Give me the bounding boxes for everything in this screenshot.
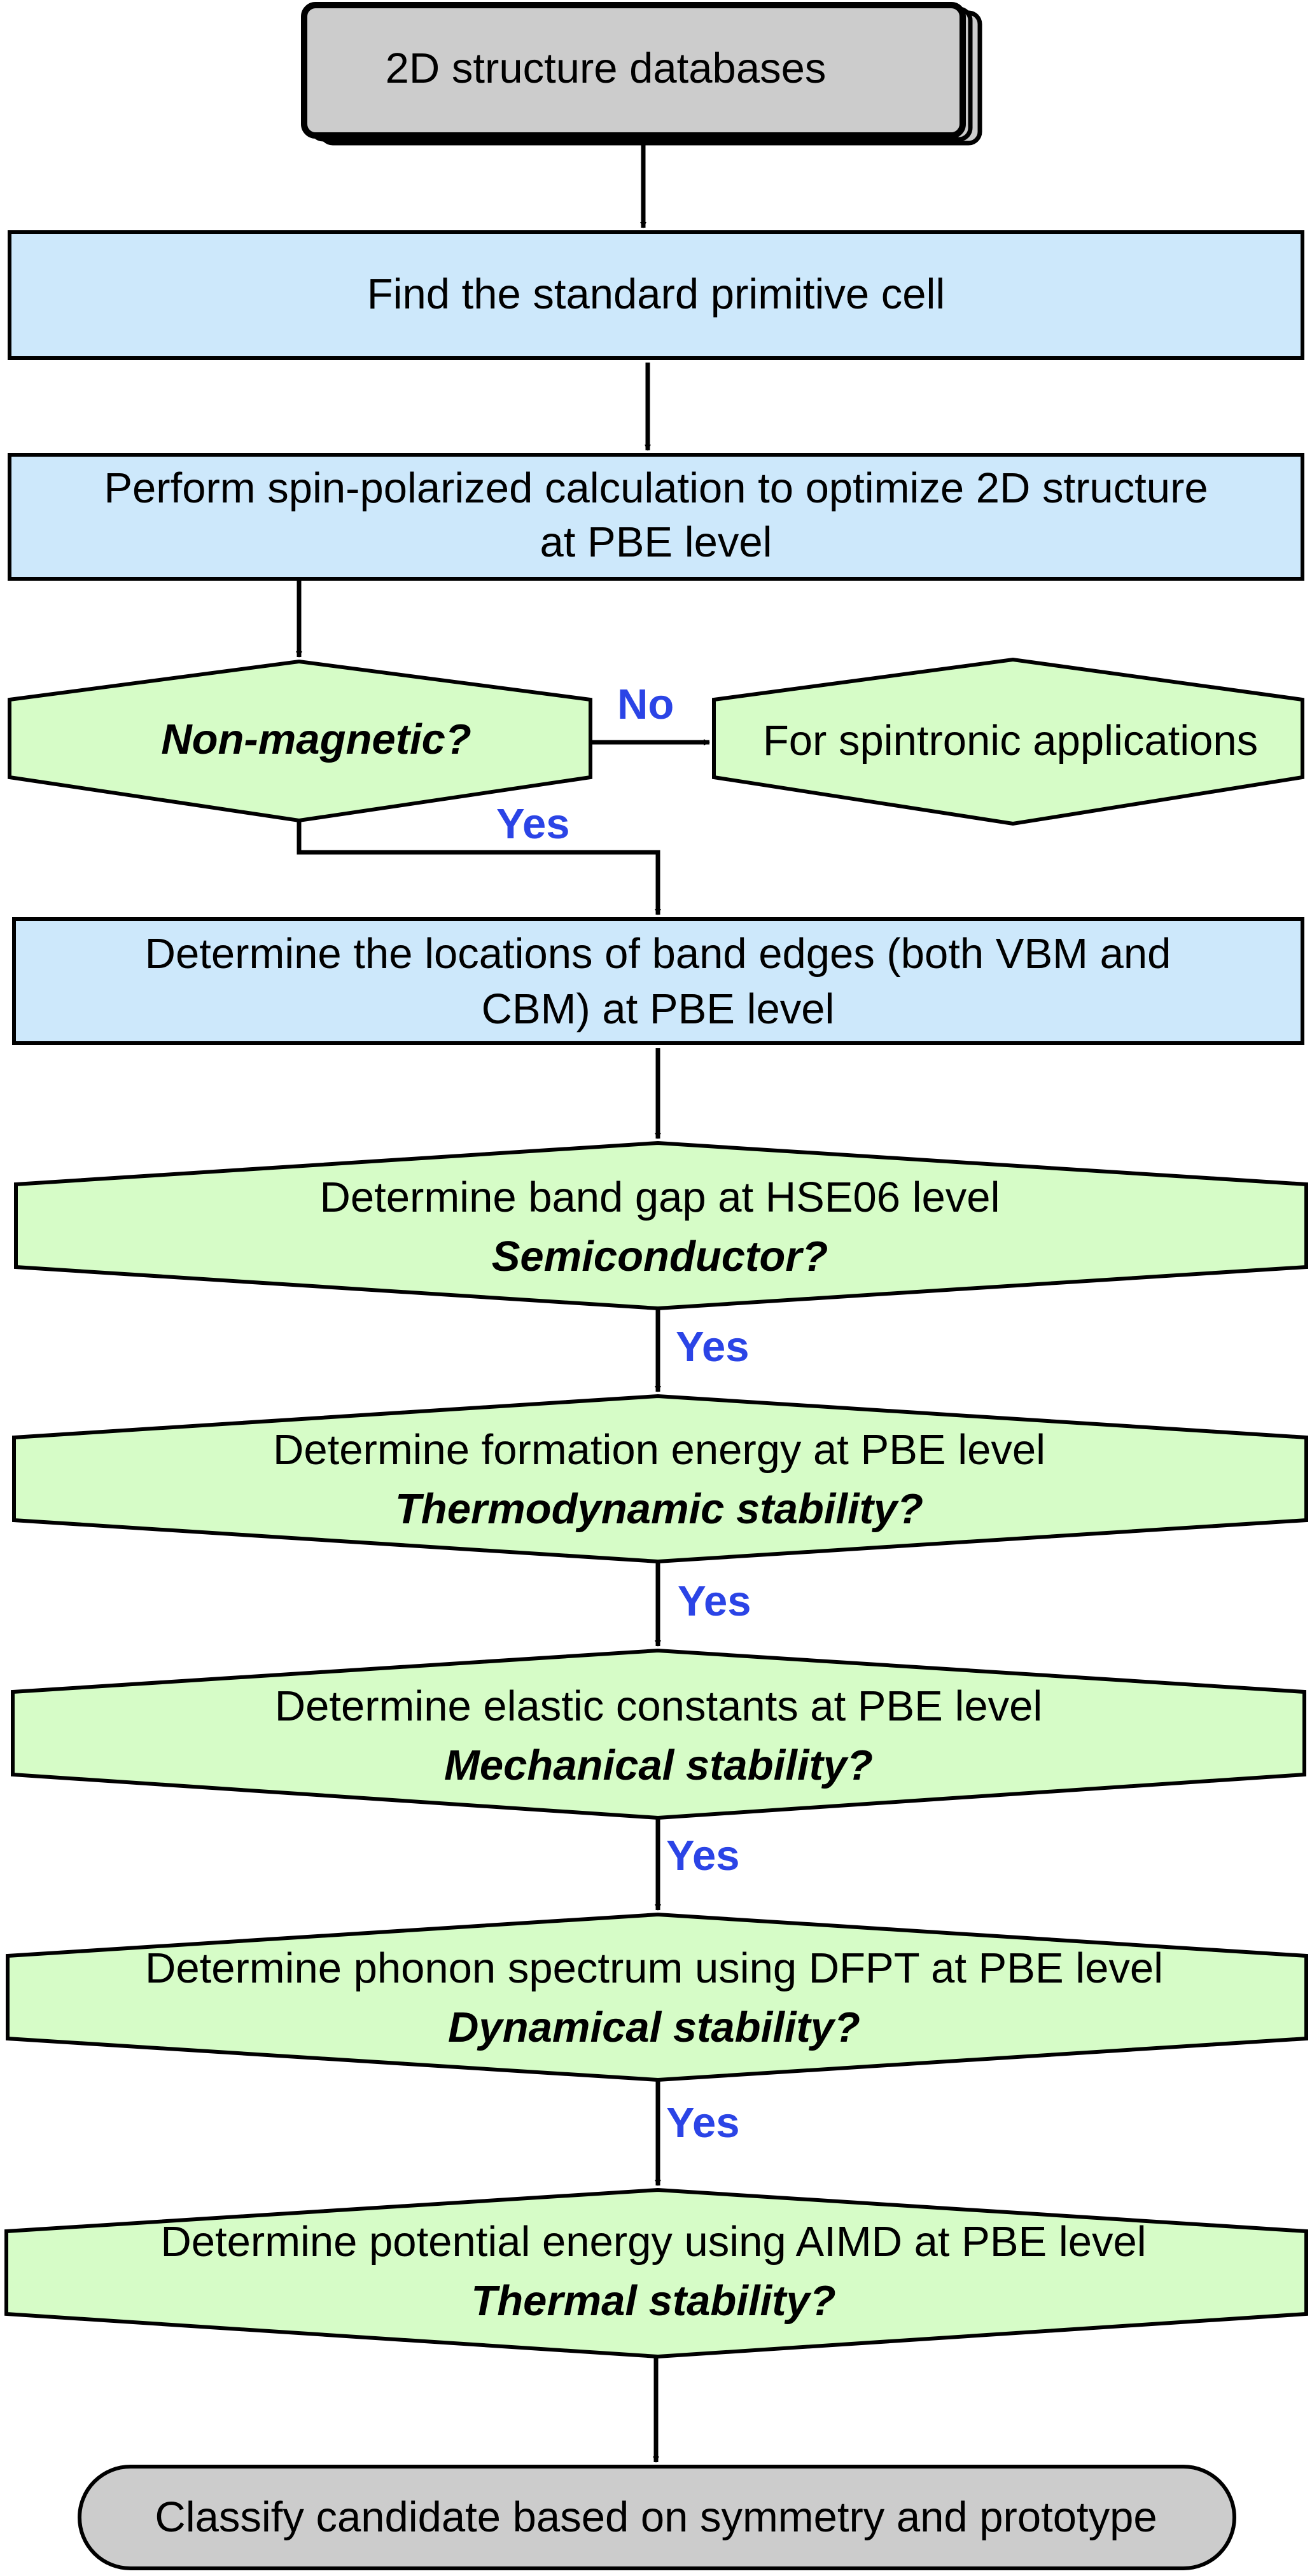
elastic-constants-hexagon — [11, 1648, 1306, 1820]
band-edges-line2: CBM) at PBE level — [482, 985, 835, 1033]
non-magnetic-question: Non-magnetic? — [161, 716, 471, 763]
databases-stack-front — [301, 2, 966, 139]
spin-polarized-line2: at PBE level — [540, 518, 772, 566]
formation-energy-hexagon — [12, 1394, 1308, 1564]
elastic-constants-question: Mechanical stability? — [444, 1742, 873, 1789]
edge-label-yes-magnetic: Yes — [496, 800, 570, 848]
node-spin-polarized: Perform spin-polarized calculation to op… — [8, 453, 1304, 581]
phonon-line1: Determine phonon spectrum using DFPT at … — [145, 1944, 1163, 1992]
node-non-magnetic: Non-magnetic? — [8, 659, 592, 823]
elastic-constants-line1: Determine elastic constants at PBE level — [275, 1682, 1043, 1730]
edge-nonmagnetic-to-band-edges — [297, 821, 661, 915]
band-edges-box — [12, 917, 1304, 1045]
band-edges-line1: Determine the locations of band edges (b… — [145, 930, 1171, 978]
formation-energy-question: Thermodynamic stability? — [395, 1485, 923, 1533]
node-elastic-constants: Determine elastic constants at PBE level… — [11, 1648, 1306, 1820]
node-potential-energy: Determine potential energy using AIMD at… — [4, 2187, 1308, 2359]
classify-box — [78, 2465, 1236, 2570]
band-gap-hexagon — [14, 1140, 1308, 1311]
node-band-edges: Determine the locations of band edges (b… — [12, 917, 1304, 1045]
spin-polarized-line1: Perform spin-polarized calculation to op… — [104, 464, 1208, 512]
edge-label-yes-semiconductor: Yes — [676, 1323, 750, 1371]
potential-energy-line1: Determine potential energy using AIMD at… — [160, 2218, 1146, 2266]
spin-polarized-box — [8, 453, 1304, 581]
spintronic-label: For spintronic applications — [763, 717, 1258, 765]
band-gap-line1: Determine band gap at HSE06 level — [320, 1174, 1000, 1221]
node-formation-energy: Determine formation energy at PBE level … — [12, 1394, 1308, 1564]
phonon-hexagon — [6, 1912, 1308, 2082]
databases-label: 2D structure databases — [386, 45, 827, 92]
node-databases: 2D structure databases — [301, 2, 982, 146]
node-classify: Classify candidate based on symmetry and… — [78, 2465, 1236, 2570]
node-primitive-cell: Find the standard primitive cell — [8, 230, 1304, 360]
edge-label-no: No — [617, 681, 674, 728]
band-gap-question: Semiconductor? — [492, 1233, 828, 1280]
non-magnetic-hexagon — [8, 659, 592, 823]
potential-energy-hexagon — [4, 2187, 1308, 2359]
node-band-gap: Determine band gap at HSE06 level Semico… — [14, 1140, 1308, 1311]
edge-label-yes-dynamical: Yes — [666, 2099, 740, 2147]
formation-energy-line1: Determine formation energy at PBE level — [273, 1426, 1045, 1474]
spintronic-hexagon — [712, 657, 1304, 826]
phonon-question: Dynamical stability? — [448, 2004, 860, 2051]
potential-energy-question: Thermal stability? — [471, 2277, 835, 2325]
edge-label-yes-mechanical: Yes — [666, 1832, 740, 1880]
classify-label: Classify candidate based on symmetry and… — [155, 2493, 1157, 2541]
primitive-cell-label: Find the standard primitive cell — [367, 270, 946, 318]
node-spintronic: For spintronic applications — [712, 657, 1304, 826]
edge-label-yes-thermodynamic: Yes — [678, 1577, 751, 1625]
node-phonon: Determine phonon spectrum using DFPT at … — [6, 1912, 1308, 2082]
primitive-cell-box — [8, 230, 1304, 360]
